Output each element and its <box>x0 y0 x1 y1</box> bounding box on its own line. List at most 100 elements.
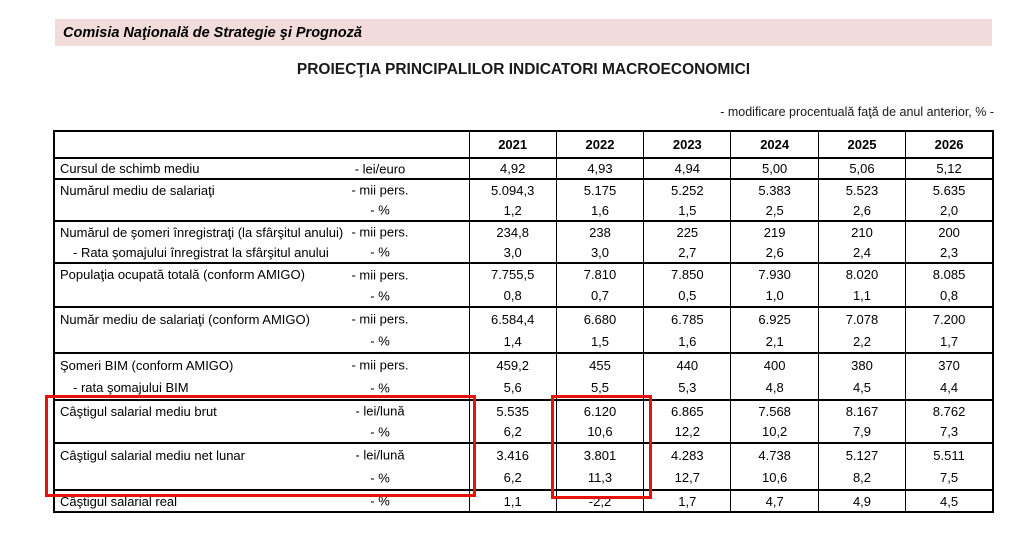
indicators-table-wrap: 2021 2022 2023 2024 2025 2026 Cursul de schim… <box>45 130 994 513</box>
indicator-label: Numărul de şomeri înregistraţi (la sfârş… <box>60 224 344 240</box>
indicator-cell: - % <box>53 200 469 221</box>
value-cell: 370 <box>905 352 993 376</box>
value-cell: 11,3 <box>555 466 644 490</box>
value-cell: 12,7 <box>643 466 731 490</box>
table-row: Numărul de şomeri înregistraţi (la sfârş… <box>53 220 993 242</box>
table-subtitle: - modificare procentuală faţă de anul an… <box>720 105 994 119</box>
indicator-label: - Rata şomajului înregistrat la sfârşitu… <box>73 244 329 260</box>
indicator-cell: Câştigul salarial mediu net lunar - lei/l… <box>53 442 469 466</box>
value-cell: 2,1 <box>730 330 819 353</box>
value-cell: 3.416 <box>468 442 557 466</box>
year-header: 2026 <box>905 131 993 158</box>
indicator-unit: - mii pers. <box>351 311 409 327</box>
value-cell: 1,5 <box>643 200 731 221</box>
value-cell: 4.283 <box>643 442 731 466</box>
table-row: Număr mediu de salariaţi (conform AMIGO)… <box>53 306 993 330</box>
indicator-unit: - % <box>370 493 390 509</box>
indicators-table: 2021 2022 2023 2024 2025 2026 Cursul de schim… <box>53 130 994 513</box>
value-cell: 7.850 <box>643 262 731 285</box>
value-cell: 225 <box>643 220 731 242</box>
value-cell: 0,8 <box>905 285 993 307</box>
document-title: PROIECŢIA PRINCIPALILOR INDICATORI MACRO… <box>296 61 751 78</box>
value-cell: 219 <box>730 220 819 242</box>
value-cell: 6,2 <box>468 466 557 490</box>
value-cell: 5.127 <box>817 442 906 466</box>
year-header: 2024 <box>730 131 819 158</box>
value-cell: 5,5 <box>555 376 644 400</box>
value-cell: 200 <box>905 220 993 242</box>
value-cell: 400 <box>730 352 819 376</box>
value-cell: 5,06 <box>817 158 906 179</box>
table-row: Câştigul salarial real - % 1,1 -2,2 1,7 4,7 4,… <box>53 489 993 512</box>
indicator-unit: - mii pers. <box>351 224 409 240</box>
year-header: 2025 <box>817 131 906 158</box>
value-cell: 4,92 <box>468 158 557 179</box>
table-row: Cursul de schimb mediu - lei/euro 4,92 4,93… <box>53 158 993 179</box>
value-cell: 4,8 <box>730 376 819 400</box>
value-cell: 1,1 <box>817 285 906 307</box>
value-cell: 8,2 <box>817 466 906 490</box>
indicator-unit: - mii pers. <box>351 182 409 198</box>
value-cell: 5,6 <box>468 376 557 400</box>
value-cell: 2,6 <box>730 242 819 263</box>
value-cell: 2,2 <box>817 330 906 353</box>
indicator-unit: - % <box>370 470 390 485</box>
indicator-unit: - lei/lună <box>355 447 405 463</box>
value-cell: 234,8 <box>468 220 557 242</box>
value-cell: 10,6 <box>555 421 644 443</box>
indicator-label: Şomeri BIM (conform AMIGO) <box>60 357 234 373</box>
indicator-cell: - Rata şomajului înregistrat la sfârşitu… <box>53 242 469 263</box>
value-cell: 5.094,3 <box>468 178 557 200</box>
value-cell: 4,5 <box>905 489 993 512</box>
indicator-unit: - % <box>370 380 390 395</box>
table-row: - % 6,2 11,3 12,7 10,6 8,2 7,5 <box>53 466 993 490</box>
value-cell: 4,94 <box>643 158 731 179</box>
indicator-cell: - % <box>53 330 469 353</box>
table-row: Câştigul salarial mediu brut - lei/lună 5.… <box>53 399 993 421</box>
table-row: - % 1,4 1,5 1,6 2,1 2,2 1,7 <box>53 330 993 353</box>
value-cell: 1,4 <box>468 330 557 353</box>
indicator-label: Câştigul salarial mediu net lunar <box>60 447 245 463</box>
value-cell: 5,00 <box>730 158 819 179</box>
value-cell: 0,5 <box>643 285 731 307</box>
table-row: Populaţia ocupată totală (conform AMIGO)… <box>53 262 993 285</box>
value-cell: 6,2 <box>468 421 557 443</box>
value-cell: 6.925 <box>730 306 819 330</box>
table-row: - Rata şomajului înregistrat la sfârşitu… <box>53 242 993 263</box>
value-cell: 0,8 <box>468 285 557 307</box>
value-cell: 10,2 <box>730 421 819 443</box>
value-cell: 238 <box>555 220 644 242</box>
value-cell: 10,6 <box>730 466 819 490</box>
org-header-bar: Comisia Naţională de Strategie şi Progno… <box>55 19 992 46</box>
value-cell: 7.078 <box>817 306 906 330</box>
table-row: - % 0,8 0,7 0,5 1,0 1,1 0,8 <box>53 285 993 307</box>
indicator-cell: Câştigul salarial mediu brut - lei/lună <box>53 399 469 421</box>
indicator-label: Cursul de schimb mediu <box>60 161 200 176</box>
indicator-cell: - % <box>53 421 469 443</box>
value-cell: 6.584,4 <box>468 306 557 330</box>
value-cell: 459,2 <box>468 352 557 376</box>
indicator-unit: - % <box>370 202 390 218</box>
value-cell: 0,7 <box>555 285 644 307</box>
value-cell: 5.252 <box>643 178 731 200</box>
indicator-label: - rata şomajului BIM <box>73 380 189 395</box>
value-cell: 3,0 <box>555 242 644 263</box>
table-row: Câştigul salarial mediu net lunar - lei/l… <box>53 442 993 466</box>
value-cell: 3,0 <box>468 242 557 263</box>
value-cell: 7.200 <box>905 306 993 330</box>
value-cell: 6.865 <box>643 399 731 421</box>
value-cell: 1,6 <box>555 200 644 221</box>
indicator-unit: - lei/euro <box>354 161 406 176</box>
value-cell: 7,5 <box>905 466 993 490</box>
value-cell: 1,1 <box>468 489 557 512</box>
value-cell: 12,2 <box>643 421 731 443</box>
value-cell: -2,2 <box>555 489 644 512</box>
value-cell: 6.120 <box>555 399 644 421</box>
indicator-unit: - % <box>370 333 390 349</box>
value-cell: 5.511 <box>905 442 993 466</box>
year-header-row: 2021 2022 2023 2024 2025 2026 <box>53 131 993 158</box>
value-cell: 7.810 <box>555 262 644 285</box>
value-cell: 2,4 <box>817 242 906 263</box>
value-cell: 455 <box>555 352 644 376</box>
value-cell: 380 <box>817 352 906 376</box>
